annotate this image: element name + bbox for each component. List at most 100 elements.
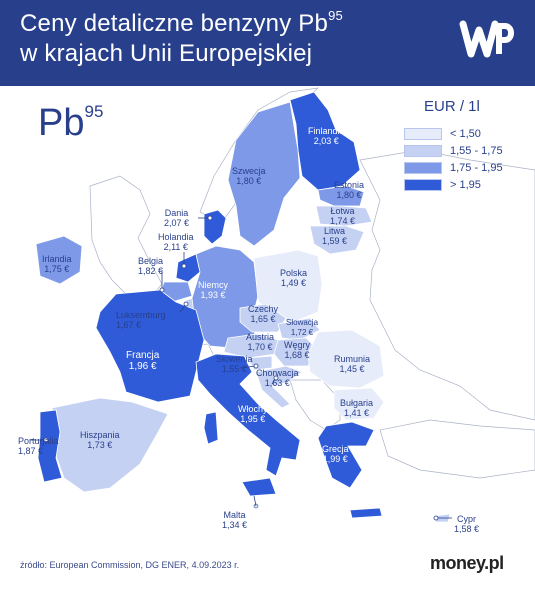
country-label-finlandia: Finlandia 2,03 € — [308, 126, 345, 146]
country-value: 1,45 € — [339, 364, 365, 374]
country-shape-grecja-crete — [349, 507, 383, 519]
country-value: 2,03 € — [313, 136, 339, 146]
country-label-dania: Dania 2,07 € — [164, 208, 189, 228]
legend-swatch — [404, 161, 442, 174]
legend-item: < 1,50 — [404, 125, 524, 142]
country-label-litwa: Litwa 1,59 € — [322, 226, 347, 246]
country-shape-chorwacja — [255, 365, 303, 409]
country-value: 1,41 € — [344, 408, 370, 418]
country-value: 1,59 € — [322, 236, 348, 246]
legend-item: > 1,95 — [404, 176, 524, 193]
wp-logo-icon — [459, 20, 514, 58]
country-name: Niemcy — [198, 280, 229, 290]
legend-label: 1,75 - 1,95 — [450, 161, 503, 174]
legend-label: > 1,95 — [450, 178, 481, 191]
country-shape-czechy — [239, 303, 287, 333]
country-label-chorwacja: Chorwacja 1,63 € — [256, 368, 299, 388]
country-label-czechy: Czechy 1,65 € — [248, 304, 278, 324]
country-name: Czechy — [248, 304, 279, 314]
legend-label: 1,55 - 1,75 — [450, 144, 503, 157]
country-value: 1,72 € — [290, 328, 314, 337]
country-value: 2,11 € — [163, 242, 188, 252]
title-text: Ceny detaliczne benzyny Pb — [20, 10, 329, 37]
country-shape-francja — [95, 289, 205, 403]
country-name: Cypr — [457, 514, 477, 524]
country-shape-portugalia — [37, 409, 63, 483]
callout-line-slowenia — [239, 365, 257, 369]
country-label-portugalia: Portugalia 1,87 € — [18, 436, 59, 456]
country-name: Irlandia — [42, 254, 72, 264]
country-shape-rumunia — [307, 329, 385, 389]
country-label-grecja: Grecja 1,99 € — [322, 444, 349, 464]
country-shape-bulgaria — [333, 387, 385, 421]
country-name: Malta — [223, 510, 246, 520]
legend-item: 1,55 - 1,75 — [404, 142, 524, 159]
country-value: 1,73 € — [87, 440, 113, 450]
country-name: Austria — [246, 332, 275, 342]
callout-line-malta — [253, 495, 257, 507]
country-shape-wlochy-sicily — [241, 477, 277, 497]
country-value: 1,95 € — [240, 414, 266, 424]
source-note: źródło: European Commission, DG ENER, 4.… — [20, 560, 240, 570]
country-name: Polska — [280, 268, 308, 278]
country-name: Łotwa — [330, 206, 355, 216]
fuel-label: Pb95 — [38, 102, 103, 145]
country-value: 1,68 € — [284, 350, 310, 360]
country-value: 1,58 € — [454, 524, 480, 534]
country-value: 1,70 € — [247, 342, 273, 352]
country-value: 1,96 € — [128, 361, 157, 372]
country-value: 1,34 € — [222, 520, 248, 530]
country-label-wegry: Węgry 1,68 € — [284, 340, 310, 360]
country-value: 1,74 € — [330, 216, 356, 226]
country-label-lotwa: Łotwa 1,74 € — [330, 206, 355, 226]
country-label-polska: Polska 1,49 € — [280, 268, 307, 288]
country-name: Finlandia — [308, 126, 345, 136]
country-shape-wlochy — [195, 353, 301, 477]
legend-swatch — [404, 178, 442, 191]
country-name: Litwa — [324, 226, 346, 236]
legend-swatch — [404, 127, 442, 140]
country-shape-grecja — [317, 421, 375, 489]
title-line-2: w krajach Unii Europejskiej — [20, 40, 313, 67]
country-label-slowenia: Słowenia 1,55 € — [216, 354, 253, 374]
legend: EUR / 1l < 1,50 1,55 - 1,75 1,75 - 1,95 … — [404, 98, 524, 193]
country-label-szwecja: Szwecja 1,80 € — [232, 166, 266, 186]
country-label-belgia: Belgia 1,82 € — [138, 256, 163, 276]
country-name: Słowacja — [286, 318, 319, 327]
country-shape-litwa — [309, 225, 365, 255]
country-label-hiszpania: Hiszpania 1,73 € — [80, 430, 120, 450]
country-shape-lotwa — [315, 205, 373, 227]
country-name: Włochy — [238, 404, 268, 414]
callout-lines — [30, 215, 452, 521]
header-banner: Ceny detaliczne benzyny Pb95 w krajach U… — [0, 0, 535, 86]
country-name: Belgia — [138, 256, 164, 266]
country-value: 1,93 € — [200, 290, 226, 300]
country-name: Rumunia — [334, 354, 371, 364]
country-value: 1,67 € — [116, 320, 142, 330]
europe-map — [0, 86, 535, 602]
country-value: 1,80 € — [236, 176, 262, 186]
country-name: Chorwacja — [256, 368, 299, 378]
country-name: Węgry — [284, 340, 311, 350]
country-label-niemcy: Niemcy 1,93 € — [198, 280, 228, 300]
country-name: Francja — [126, 350, 160, 361]
country-value: 1,99 € — [322, 454, 348, 464]
country-shape-slowacja — [277, 317, 321, 341]
country-value: 1,75 € — [44, 264, 70, 274]
country-name: Dania — [164, 208, 189, 218]
country-shape-irlandia — [35, 235, 83, 285]
country-name: Szwecja — [232, 166, 266, 176]
russia-ukraine-land — [359, 149, 535, 421]
country-name: Bułgaria — [340, 398, 374, 408]
country-name: Luksemburg — [116, 310, 166, 320]
legend-title: EUR / 1l — [424, 98, 480, 115]
legend-item: 1,75 - 1,95 — [404, 159, 524, 176]
country-label-estonia: Estonia 1,80 € — [334, 180, 364, 200]
country-label-slowacja: Słowacja 1,72 € — [286, 318, 318, 338]
country-label-holandia: Holandia 2,11 € — [158, 232, 194, 252]
legend-swatch — [404, 144, 442, 157]
country-name: Holandia — [158, 232, 194, 242]
country-shape-holandia — [175, 253, 201, 283]
country-value: 1,87 € — [18, 446, 44, 456]
